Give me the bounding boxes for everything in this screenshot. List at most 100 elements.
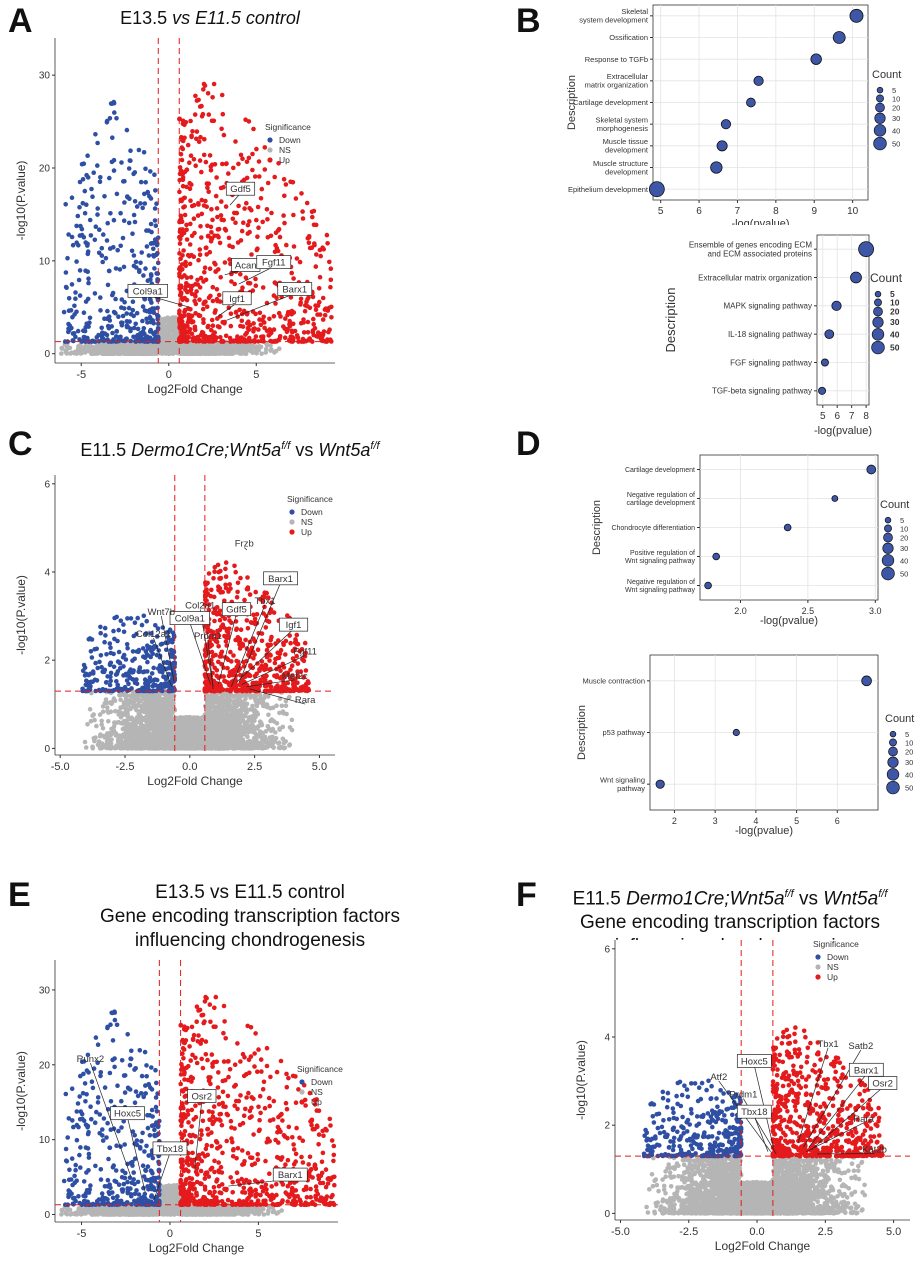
ns-point — [229, 351, 234, 356]
down-point — [151, 321, 156, 326]
up-point — [272, 174, 278, 180]
down-point — [127, 158, 133, 163]
up-point — [313, 307, 319, 313]
up-point — [215, 227, 221, 232]
up-point — [249, 207, 254, 213]
down-point — [142, 191, 147, 197]
up-point — [256, 327, 261, 332]
up-point — [246, 335, 252, 341]
down-point — [119, 160, 124, 165]
ns-point — [263, 346, 269, 352]
up-point — [267, 316, 272, 322]
ns-point — [91, 712, 96, 717]
down-point — [105, 220, 110, 226]
y-axis-label: -log10(P.value) — [14, 161, 28, 241]
up-point — [298, 320, 304, 326]
ns-point — [173, 321, 178, 326]
up-point — [268, 331, 273, 336]
up-point — [218, 275, 223, 280]
down-point — [106, 314, 112, 320]
ns-point — [250, 350, 256, 356]
up-point — [199, 235, 204, 240]
up-point — [184, 184, 189, 190]
ns-point — [180, 348, 186, 354]
up-point — [185, 142, 191, 148]
down-point — [67, 323, 73, 329]
down-point — [91, 170, 96, 175]
ns-point — [72, 349, 78, 355]
up-point — [210, 298, 216, 304]
down-point — [96, 250, 102, 256]
up-point — [222, 260, 228, 265]
up-point — [188, 221, 193, 227]
down-point — [82, 328, 88, 334]
ns-point — [154, 346, 159, 351]
down-point — [124, 319, 130, 324]
title-c: E11.5 Dermo1Cre;Wnt5af/f vs Wnt5af/f — [80, 440, 380, 460]
ns-point — [247, 707, 253, 712]
up-point — [289, 308, 295, 314]
down-point — [126, 305, 132, 311]
down-point — [149, 229, 154, 235]
up-point — [204, 304, 210, 310]
up-point — [318, 253, 324, 259]
ns-point — [282, 745, 288, 751]
up-point — [305, 297, 310, 302]
down-point — [131, 253, 137, 258]
up-point — [216, 234, 221, 240]
down-point — [128, 148, 133, 153]
down-point — [97, 179, 103, 185]
up-point — [188, 313, 193, 318]
up-point — [281, 213, 286, 218]
down-point — [135, 326, 141, 332]
ns-point — [223, 344, 229, 349]
ns-point — [277, 710, 282, 716]
ns-point — [189, 351, 194, 357]
ns-point — [118, 720, 124, 726]
panel-label-c: C — [8, 425, 33, 463]
up-point — [230, 216, 236, 222]
up-point — [228, 323, 234, 329]
down-point — [122, 178, 127, 184]
down-point — [102, 194, 107, 199]
up-point — [181, 205, 186, 210]
up-point — [232, 281, 237, 287]
ns-point — [227, 345, 233, 351]
down-point — [153, 223, 159, 228]
points-layer — [80, 560, 312, 751]
up-point — [227, 335, 233, 341]
up-point — [289, 329, 295, 335]
ns-point — [214, 348, 220, 354]
up-point — [193, 163, 198, 168]
annotation-box-Barx1 — [277, 282, 313, 296]
down-point — [75, 213, 81, 219]
up-point — [311, 316, 316, 322]
up-point — [190, 129, 195, 134]
ns-point — [273, 730, 278, 735]
down-point — [155, 277, 160, 282]
down-point — [153, 237, 159, 243]
up-point — [313, 264, 319, 269]
up-point — [311, 321, 317, 327]
up-point — [282, 220, 287, 226]
up-point — [209, 162, 215, 168]
up-point — [188, 287, 194, 292]
up-point — [305, 319, 311, 325]
up-point — [223, 333, 229, 339]
down-point — [133, 321, 138, 327]
down-point — [121, 218, 127, 223]
down-point — [143, 180, 148, 185]
up-point — [305, 330, 311, 335]
up-point — [194, 129, 200, 134]
up-point — [179, 285, 184, 290]
down-point — [114, 116, 119, 121]
up-point — [277, 234, 283, 240]
up-point — [265, 180, 271, 186]
down-point — [88, 233, 94, 238]
up-point — [321, 247, 327, 252]
annotation-box-Igf1 — [222, 291, 252, 306]
up-point — [210, 95, 215, 100]
up-point — [301, 330, 307, 335]
ns-point — [118, 705, 123, 710]
up-point — [184, 237, 190, 242]
